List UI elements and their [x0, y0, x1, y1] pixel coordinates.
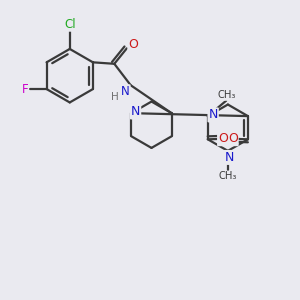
Text: O: O: [218, 132, 228, 145]
Text: O: O: [128, 38, 138, 51]
Text: N: N: [208, 108, 218, 122]
Text: N: N: [131, 106, 140, 118]
Text: CH₃: CH₃: [219, 171, 237, 181]
Text: F: F: [22, 82, 28, 96]
Text: N: N: [121, 85, 130, 98]
Text: Cl: Cl: [64, 18, 76, 31]
Text: H: H: [111, 92, 119, 101]
Text: N: N: [224, 151, 234, 164]
Text: CH₃: CH₃: [218, 90, 236, 100]
Text: O: O: [228, 132, 238, 145]
